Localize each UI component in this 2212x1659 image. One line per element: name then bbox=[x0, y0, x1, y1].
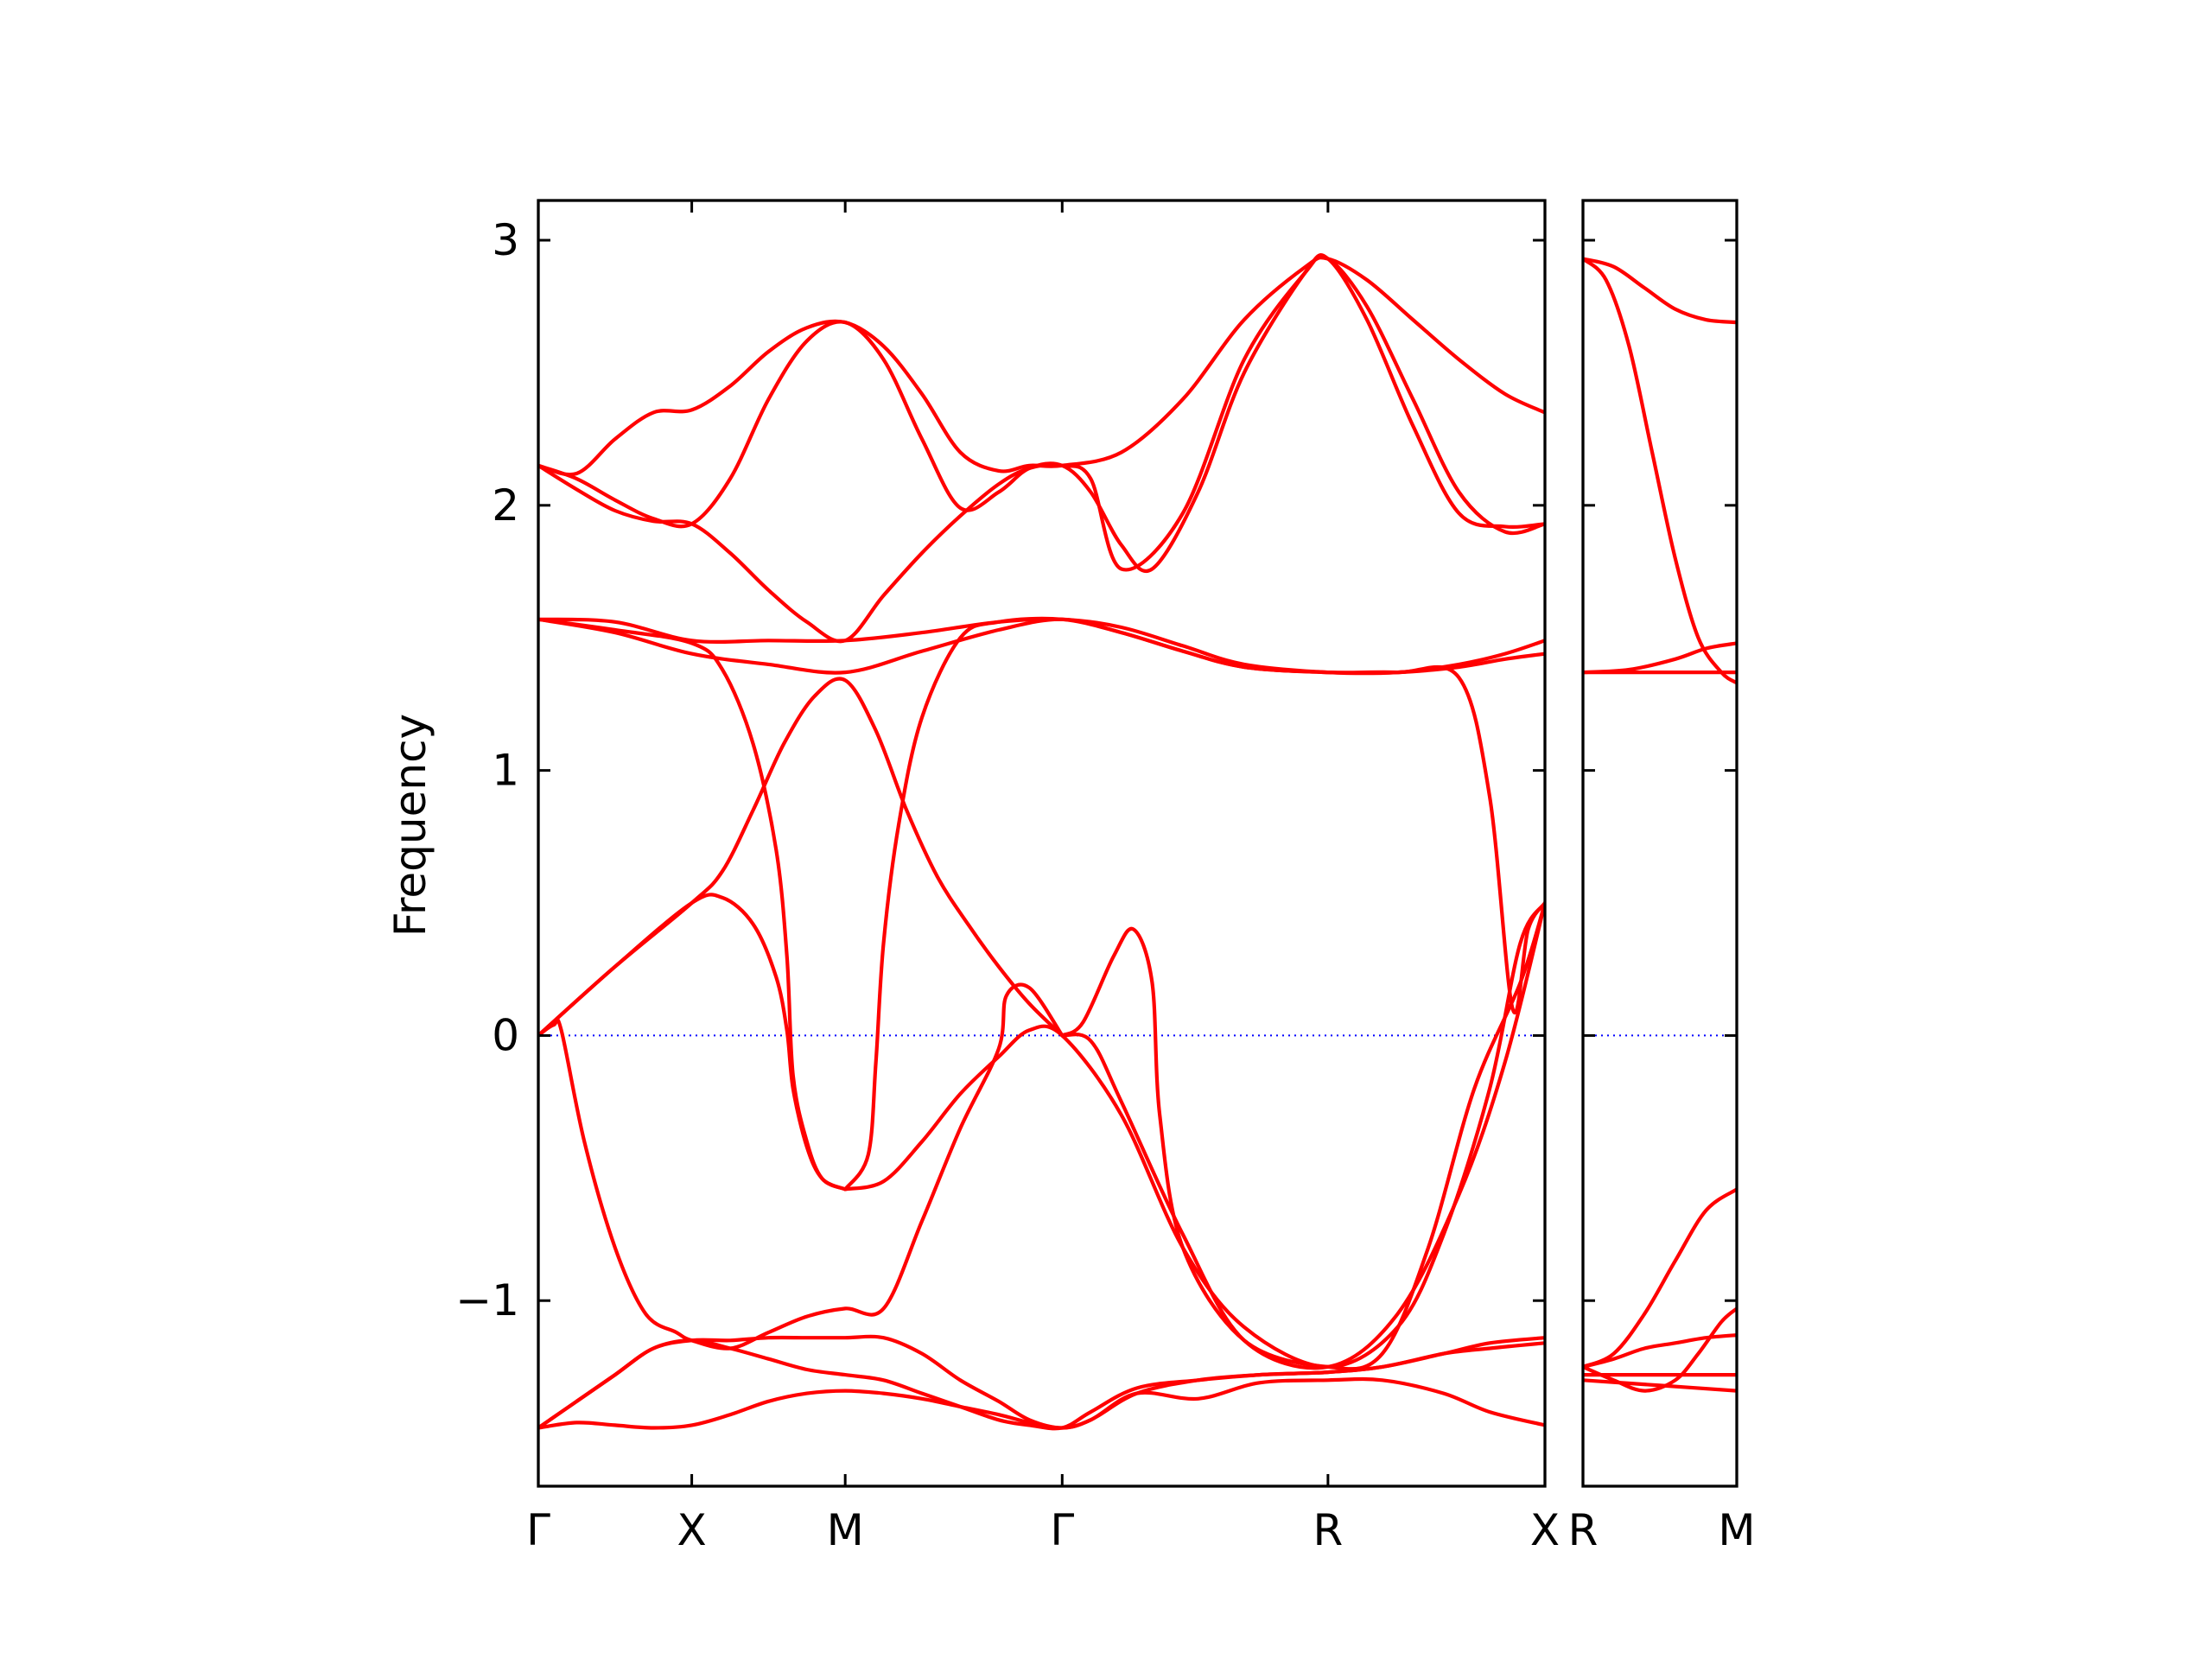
band-line bbox=[538, 982, 1065, 1351]
band-line bbox=[1060, 900, 1545, 1371]
band-line bbox=[538, 1376, 1545, 1430]
x-tick-label: Γ bbox=[526, 1505, 550, 1555]
x-tick-label: R bbox=[1568, 1505, 1599, 1555]
band-line bbox=[538, 1338, 1545, 1431]
band-line bbox=[538, 617, 1545, 676]
plot-frame bbox=[537, 199, 1547, 1488]
band-line bbox=[1583, 1306, 1737, 1393]
band-line bbox=[1060, 900, 1545, 1370]
y-axis-label: Frequency bbox=[385, 714, 435, 937]
band-line bbox=[538, 617, 1545, 675]
band-line bbox=[538, 256, 1545, 477]
y-tick-label: 1 bbox=[492, 746, 519, 796]
x-tick-label: X bbox=[1530, 1505, 1560, 1555]
band-line bbox=[1583, 1333, 1737, 1369]
panel-1: −1 0 1 2 3 Γ X M Γ R X bbox=[455, 199, 1560, 1555]
band-line bbox=[538, 253, 1545, 644]
y-tick-label: 3 bbox=[492, 215, 519, 265]
bands bbox=[1583, 257, 1737, 1393]
band-line bbox=[538, 893, 848, 1192]
band-line bbox=[843, 616, 1545, 1192]
band-line bbox=[843, 900, 1545, 1369]
x-tick-label: Γ bbox=[1050, 1505, 1074, 1555]
y-tick-label: −1 bbox=[455, 1275, 519, 1325]
band-line bbox=[1583, 641, 1737, 675]
x-tick-label: M bbox=[1718, 1505, 1755, 1555]
band-line bbox=[1583, 1187, 1737, 1369]
band-line bbox=[1583, 1378, 1737, 1393]
plot-frame bbox=[1581, 199, 1738, 1488]
y-tick-label: 0 bbox=[492, 1010, 519, 1060]
band-line bbox=[538, 677, 1065, 1038]
x-tick-label: R bbox=[1313, 1505, 1344, 1555]
y-tick-label: 2 bbox=[492, 480, 519, 531]
x-tick-label: M bbox=[827, 1505, 864, 1555]
band-line bbox=[1583, 257, 1737, 325]
x-tick-label: X bbox=[677, 1505, 706, 1555]
bands bbox=[538, 253, 1545, 1431]
band-line bbox=[1583, 257, 1737, 685]
